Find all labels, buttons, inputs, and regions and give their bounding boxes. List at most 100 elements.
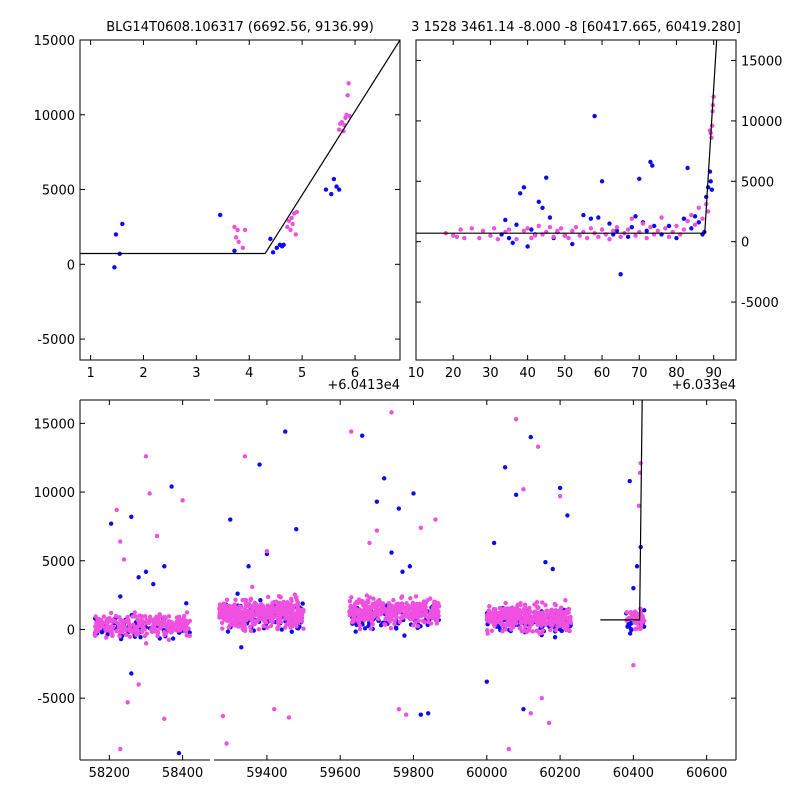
data-point-band-b [221, 601, 226, 606]
data-point-band-b [497, 615, 503, 620]
data-point-band-b [416, 603, 422, 609]
data-point-band-b [506, 746, 511, 752]
data-point-band-b [469, 226, 475, 231]
data-point-band-b [700, 216, 705, 221]
data-point-band-a [113, 232, 119, 237]
data-point-band-a [502, 465, 508, 470]
data-point-band-b [117, 634, 122, 639]
data-point-band-a [170, 636, 176, 641]
data-point-band-b [292, 592, 297, 597]
data-point-band-b [506, 227, 512, 232]
data-point-band-b [396, 706, 402, 712]
data-point-band-b [633, 233, 638, 238]
data-point-band-a [536, 199, 541, 205]
data-point-band-b [355, 618, 361, 623]
data-point-band-b [243, 598, 249, 603]
data-point-band-a [517, 191, 523, 196]
data-point-band-b [404, 605, 409, 610]
data-point-band-b [261, 623, 266, 629]
data-point-band-a [547, 215, 553, 220]
y-tick-label: 0 [67, 258, 75, 273]
data-point-band-b [696, 205, 701, 211]
data-point-band-b [559, 605, 564, 610]
data-point-band-b [507, 621, 512, 627]
data-point-band-b [548, 627, 553, 633]
data-point-band-a [300, 601, 305, 606]
data-point-band-b [544, 608, 549, 613]
data-point-band-b [373, 609, 378, 614]
data-point-band-a [514, 222, 519, 227]
data-point-band-b [681, 227, 687, 232]
data-point-band-b [294, 209, 300, 215]
data-point-band-a [136, 575, 141, 580]
x-tick-label: 59400 [246, 766, 287, 781]
data-point-band-b [485, 628, 490, 633]
data-point-band-b [532, 233, 538, 238]
data-point-band-b [486, 608, 492, 613]
data-point-band-b [555, 228, 560, 233]
data-point-band-a [631, 586, 636, 591]
data-point-band-a [637, 176, 642, 182]
data-point-band-b [95, 625, 101, 630]
data-point-band-a [169, 484, 174, 489]
data-point-band-a [394, 626, 399, 631]
data-point-band-b [511, 612, 517, 617]
data-point-band-b [366, 615, 372, 621]
data-point-band-b [242, 454, 248, 459]
data-point-band-b [114, 507, 119, 513]
data-point-band-b [534, 628, 539, 634]
data-point-band-b [501, 606, 507, 611]
y-tick-label: 0 [741, 236, 749, 251]
data-point-band-b [168, 621, 173, 627]
data-point-band-b [363, 607, 369, 613]
data-point-band-b [535, 604, 540, 610]
data-point-band-a [570, 241, 575, 247]
data-point-band-b [256, 604, 262, 609]
data-point-band-b [181, 619, 186, 624]
data-point-band-a [692, 214, 698, 219]
data-point-band-b [222, 606, 227, 611]
data-point-band-b [99, 624, 105, 629]
data-point-band-b [289, 608, 294, 613]
data-point-band-b [539, 695, 544, 701]
data-point-band-b [177, 628, 182, 633]
data-point-band-b [636, 503, 642, 508]
data-point-band-b [248, 597, 253, 603]
data-point-band-a [521, 706, 526, 712]
data-point-band-a [607, 221, 612, 226]
data-point-band-a [353, 629, 358, 634]
data-point-band-b [236, 623, 241, 629]
data-point-band-b [248, 628, 254, 634]
data-point-band-b [283, 615, 288, 620]
data-point-band-b [534, 600, 540, 605]
data-point-band-b [536, 614, 541, 619]
data-point-band-b [240, 619, 246, 625]
data-point-band-b [397, 619, 403, 625]
data-point-band-b [514, 621, 519, 626]
data-point-band-b [548, 622, 553, 627]
data-point-band-b [242, 614, 248, 619]
data-point-band-a [129, 514, 134, 519]
data-point-band-b [270, 620, 275, 625]
panel-title: 3 1528 3461.14 -8.000 -8 [60417.665, 604… [411, 20, 741, 35]
data-point-band-b [184, 621, 189, 627]
x-tick-label: 90 [705, 366, 722, 381]
data-point-band-b [540, 628, 545, 633]
data-point-band-b [408, 611, 413, 616]
data-point-band-b [144, 620, 149, 626]
data-point-band-b [355, 608, 361, 613]
data-point-band-b [287, 615, 293, 621]
model-curve [80, 40, 400, 255]
data-point-band-a [648, 159, 653, 165]
data-point-band-a [400, 569, 405, 574]
data-point-band-a [336, 187, 342, 192]
data-point-band-a [274, 245, 279, 251]
data-point-band-b [491, 226, 497, 231]
x-tick-label: 6 [351, 366, 359, 381]
data-point-band-b [428, 608, 434, 614]
data-point-band-b [488, 233, 493, 238]
data-point-band-a [143, 569, 149, 574]
data-point-band-a [614, 228, 620, 233]
data-point-band-b [383, 616, 388, 622]
